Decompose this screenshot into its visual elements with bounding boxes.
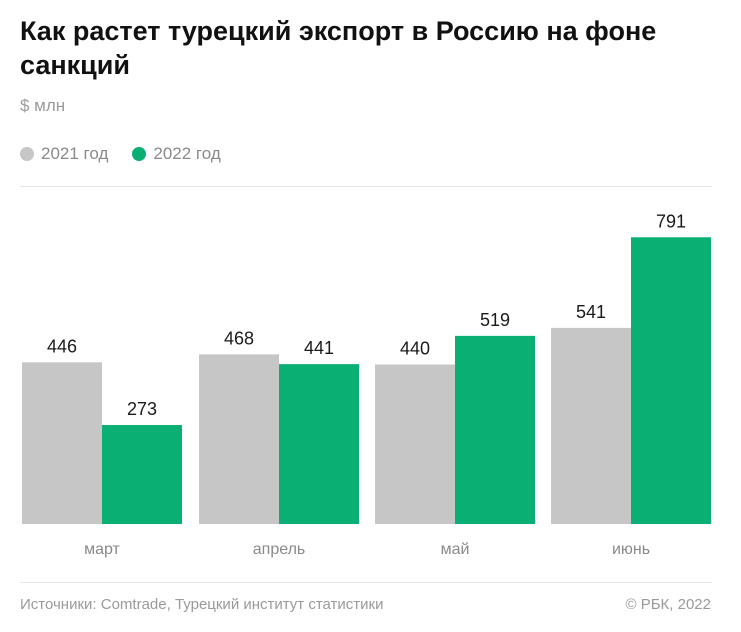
legend-dot-2021 — [20, 147, 34, 161]
bar-2021-1 — [199, 354, 279, 524]
x-tick-label-1: апрель — [253, 541, 306, 558]
bar-2022-1 — [279, 364, 359, 524]
legend: 2021 год 2022 год — [20, 144, 245, 164]
data-label-2022-3: 791 — [656, 211, 686, 231]
bar-2021-0 — [22, 362, 102, 524]
data-label-2021-2: 440 — [400, 339, 430, 359]
legend-item-2021: 2021 год — [20, 144, 108, 164]
data-label-2021-3: 541 — [576, 302, 606, 322]
copyright: © РБК, 2022 — [625, 596, 711, 613]
bar-2022-0 — [102, 425, 182, 524]
unit-label: $ млн — [20, 96, 66, 115]
legend-item-2022: 2022 год — [132, 144, 221, 164]
x-tick-label-3: июнь — [612, 541, 650, 558]
legend-label-2021: 2021 год — [41, 144, 109, 163]
data-label-2022-2: 519 — [480, 310, 510, 330]
source-note: Источники: Comtrade, Турецкий институт с… — [20, 596, 384, 613]
legend-label-2022: 2022 год — [153, 144, 221, 163]
bar-2021-3 — [551, 327, 631, 524]
x-tick-label-0: март — [84, 541, 120, 558]
data-label-2021-1: 468 — [224, 328, 254, 348]
data-label-2022-1: 441 — [304, 338, 334, 358]
bar-2022-2 — [455, 335, 535, 524]
bar-2021-2 — [375, 364, 455, 524]
bottom-divider — [20, 582, 712, 583]
bar-chart: 446 273 март 468 441 апрель 440 519 май 541 791 июн… — [22, 211, 711, 558]
bar-2022-3 — [631, 237, 711, 524]
data-label-2021-0: 446 — [47, 336, 77, 356]
top-divider — [20, 186, 712, 187]
chart-title: Как растет турецкий экспорт в Россию на … — [20, 16, 657, 80]
legend-dot-2022 — [132, 147, 147, 161]
x-tick-label-2: май — [441, 541, 470, 558]
data-label-2022-0: 273 — [127, 399, 157, 419]
